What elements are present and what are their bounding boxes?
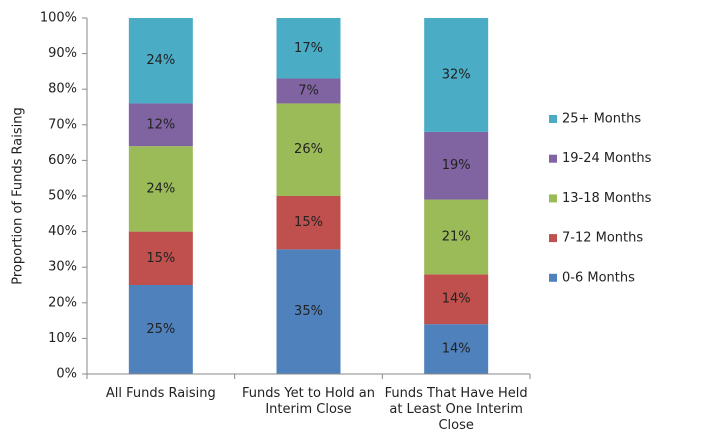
x-tick-label: All Funds Raising [105,386,216,401]
bar-segment [424,131,489,200]
bar-segment [128,103,193,147]
value-label: 15% [294,215,323,230]
y-tick-label: 80% [48,82,77,97]
value-label: 17% [294,41,323,56]
y-tick-label: 60% [48,153,77,168]
bar-segment [276,18,341,79]
value-label: 25% [146,322,175,337]
legend-swatch [549,194,557,203]
y-tick-label: 30% [48,260,77,275]
value-label: 24% [146,53,175,68]
legend-swatch [549,115,557,123]
bar-segment [128,285,193,374]
y-axis-title: Proportion of Funds Raising [11,107,26,284]
value-label: 15% [146,251,175,266]
y-tick-label: 50% [48,189,77,204]
value-label: 32% [442,67,471,82]
value-label: 26% [294,142,323,157]
x-tick-label: Funds Yet to Hold an Interim Close [242,386,375,417]
y-tick-label: 70% [48,117,77,132]
bar-segment [128,18,193,104]
y-tick-label: 10% [48,331,77,346]
y-tick-label: 40% [48,224,77,239]
bar-segment [424,18,489,132]
legend-label: 25+ Months [562,112,641,127]
y-tick-label: 20% [48,295,77,310]
y-tick-label: 90% [48,46,77,61]
bar-segment [424,324,489,374]
legend-swatch [549,273,557,282]
value-label: 14% [442,342,471,357]
y-tick-label: 100% [40,11,77,26]
bar-segment [128,146,193,232]
bar-segment [276,196,341,250]
bar-segment [424,274,489,325]
value-label: 19% [442,158,471,173]
bar-segment [276,103,341,196]
value-label: 14% [442,292,471,307]
legend-label: 7-12 Months [562,231,643,246]
value-label: 21% [442,229,471,244]
legend-label: 13-18 Months [562,191,652,206]
bar-segment [276,78,341,104]
value-label: 7% [298,83,319,98]
legend-label: 0-6 Months [562,270,635,285]
legend-swatch [549,154,557,163]
value-label: 35% [294,304,323,319]
bar-segment [276,249,341,374]
legend-label: 19-24 Months [562,151,652,166]
value-label: 24% [146,181,175,196]
bar-segment [128,231,193,285]
value-label: 12% [146,117,175,132]
legend-swatch [549,234,557,243]
y-tick-label: 0% [56,367,77,382]
bar-segment [424,199,489,275]
x-tick-label: Funds That Have Held at Least One Interi… [384,386,528,433]
